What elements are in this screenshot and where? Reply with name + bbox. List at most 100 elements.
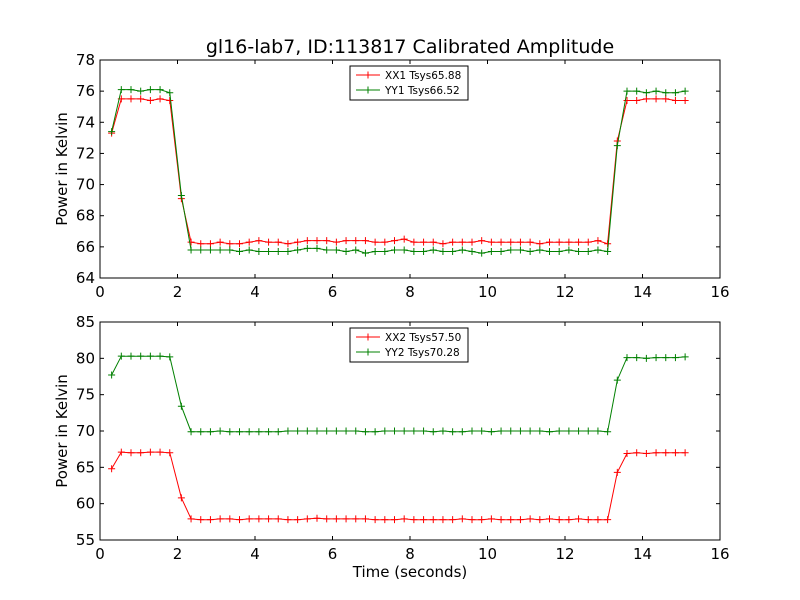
data-point	[516, 516, 524, 524]
data-point	[623, 450, 631, 458]
legend-label: XX2 Tsys57.50	[385, 332, 461, 344]
data-point	[594, 516, 602, 524]
data-point	[439, 516, 447, 524]
data-point	[303, 237, 311, 245]
data-point	[381, 238, 389, 246]
data-point	[507, 516, 515, 524]
data-point	[681, 87, 689, 95]
y-tick-label: 80	[76, 349, 95, 367]
data-point	[536, 246, 544, 254]
data-point	[410, 248, 418, 256]
data-point	[652, 449, 660, 457]
data-point	[342, 427, 350, 435]
data-point	[381, 248, 389, 256]
data-point	[458, 515, 466, 523]
chart-title: gl16-lab7, ID:113817 Calibrated Amplitud…	[206, 36, 614, 58]
data-point	[429, 516, 437, 524]
legend-box	[349, 327, 469, 363]
data-point	[274, 238, 282, 246]
data-point	[400, 246, 408, 254]
data-point	[352, 246, 360, 254]
data-point	[400, 235, 408, 243]
data-point	[313, 514, 321, 522]
data-point	[565, 246, 573, 254]
data-point	[361, 249, 369, 257]
data-point	[265, 238, 273, 246]
x-tick-label: 12	[555, 283, 574, 301]
data-point	[342, 248, 350, 256]
y-axis-label: Power in Kelvin	[53, 374, 71, 488]
data-point	[546, 515, 553, 523]
data-point	[294, 427, 302, 435]
data-point	[284, 516, 292, 524]
data-point	[332, 427, 340, 435]
data-point	[410, 516, 418, 524]
data-point	[371, 516, 379, 524]
data-point	[117, 448, 125, 456]
data-point	[584, 427, 592, 435]
data-point	[245, 515, 253, 523]
series-yy2	[108, 352, 689, 436]
data-point	[536, 516, 544, 524]
data-point	[604, 248, 612, 256]
legend-entry: YY2 Tsys70.28	[356, 347, 460, 359]
data-point	[255, 248, 263, 256]
data-point	[642, 354, 650, 362]
legend-box	[349, 65, 469, 101]
data-point	[323, 246, 331, 254]
data-point	[187, 238, 195, 246]
legend-marker	[364, 333, 372, 341]
data-point	[391, 237, 398, 245]
data-point	[284, 427, 292, 435]
data-point	[536, 427, 544, 435]
data-point	[166, 353, 174, 361]
data-point	[371, 238, 379, 246]
data-point	[458, 428, 466, 436]
data-point	[497, 248, 505, 256]
y-tick-label: 72	[76, 144, 95, 162]
data-point	[361, 237, 369, 245]
data-point	[497, 516, 505, 524]
y-tick-label: 65	[76, 458, 95, 476]
data-point	[516, 246, 524, 254]
data-point	[468, 516, 476, 524]
data-point	[420, 248, 428, 256]
data-point	[487, 428, 495, 436]
x-tick-label: 4	[250, 283, 260, 301]
data-point	[274, 428, 282, 436]
data-point	[245, 238, 253, 246]
data-point	[255, 237, 263, 245]
x-tick-label: 12	[555, 545, 574, 563]
data-point	[216, 515, 224, 523]
data-point	[265, 248, 273, 256]
data-point	[255, 428, 263, 436]
data-point	[642, 89, 650, 97]
data-point	[420, 516, 428, 524]
data-point	[294, 516, 302, 524]
x-tick-label: 8	[405, 283, 415, 301]
data-point	[604, 428, 612, 436]
data-point	[458, 246, 466, 254]
data-point	[381, 516, 389, 524]
data-point	[127, 449, 135, 457]
x-tick-label: 10	[478, 545, 497, 563]
data-point	[449, 248, 457, 256]
data-point	[146, 448, 154, 456]
data-point	[613, 468, 621, 476]
data-point	[216, 246, 224, 254]
data-point	[526, 248, 534, 256]
data-point	[478, 427, 486, 435]
data-point	[400, 427, 408, 435]
data-point	[439, 248, 447, 256]
data-point	[671, 89, 679, 97]
data-point	[216, 427, 224, 435]
x-axis-label: Time (seconds)	[352, 563, 468, 581]
data-point	[420, 427, 428, 435]
data-point	[117, 352, 125, 360]
data-point	[236, 428, 243, 436]
data-point	[206, 516, 214, 524]
data-point	[226, 428, 234, 436]
x-tick-label: 2	[173, 545, 183, 563]
data-point	[323, 427, 331, 435]
